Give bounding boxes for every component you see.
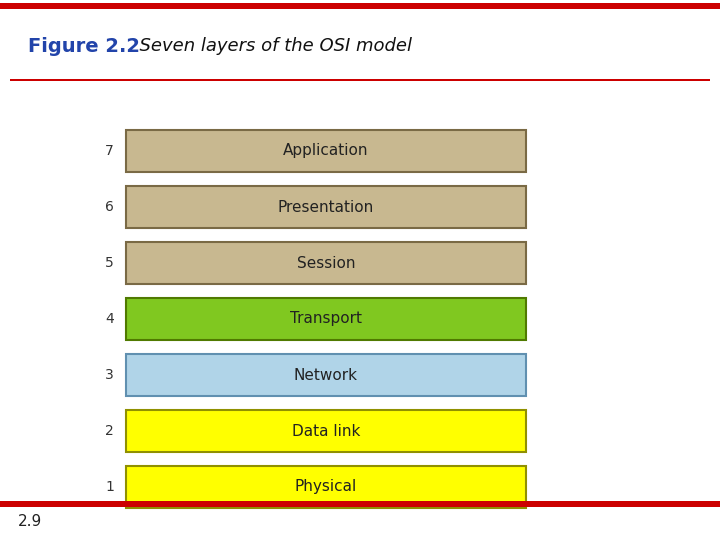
Bar [126, 242, 526, 284]
Text: Transport: Transport [289, 312, 362, 327]
Bar [126, 354, 526, 396]
Text: Session: Session [297, 255, 355, 271]
Text: 2: 2 [105, 424, 114, 438]
Text: Data link: Data link [292, 423, 360, 438]
Text: 7: 7 [105, 144, 114, 158]
Text: 3: 3 [105, 368, 114, 382]
Text: Network: Network [294, 368, 358, 382]
Text: 2.9: 2.9 [18, 515, 42, 530]
Bar [126, 466, 526, 508]
Bar [126, 298, 526, 340]
Bar [126, 130, 526, 172]
Text: Presentation: Presentation [278, 199, 374, 214]
Bar [0, 3, 720, 9]
Text: 1: 1 [105, 480, 114, 494]
Bar [126, 410, 526, 452]
Text: 4: 4 [105, 312, 114, 326]
Bar [0, 501, 720, 507]
Text: Physical: Physical [294, 480, 357, 495]
Text: Application: Application [283, 144, 369, 159]
Text: Seven layers of the OSI model: Seven layers of the OSI model [128, 37, 412, 55]
Bar [10, 79, 710, 81]
Text: Figure 2.2: Figure 2.2 [28, 37, 140, 56]
Text: 5: 5 [105, 256, 114, 270]
Bar [126, 186, 526, 228]
Text: 6: 6 [105, 200, 114, 214]
